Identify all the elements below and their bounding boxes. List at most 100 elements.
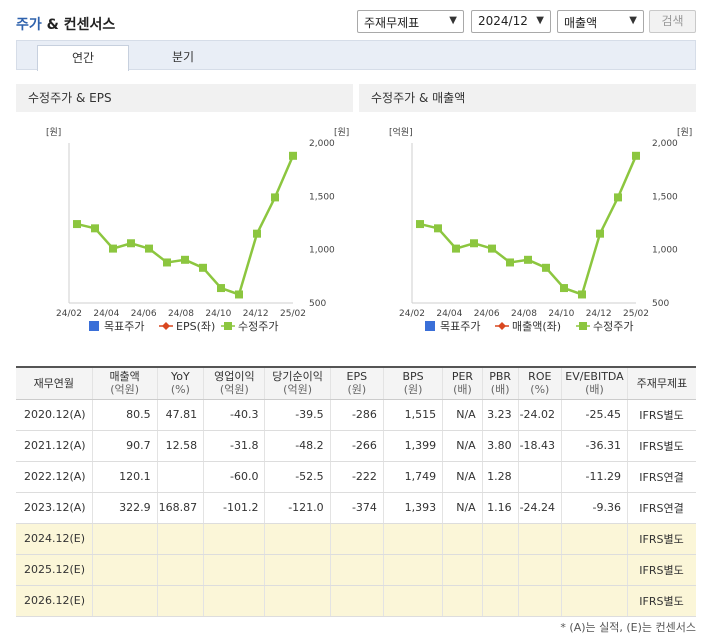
table-cell: -39.5 <box>264 399 331 431</box>
table-cell <box>203 554 265 586</box>
table-row: 2020.12(A) 80.5 47.81 -40.3 -39.5 -286 1,515 N/… <box>16 399 696 431</box>
search-button[interactable]: 검색 <box>649 10 696 33</box>
table-row: 2023.12(A) 322.9 168.87 -101.2 -121.0 -374 1,3… <box>16 492 696 524</box>
data-point <box>91 224 99 233</box>
table-row: 2021.12(A) 90.7 12.58 -31.8 -48.2 -266 1,399 N/… <box>16 430 696 462</box>
table-cell <box>481 554 519 586</box>
table-cell: 2021.12(A) <box>16 430 93 462</box>
x-tick-label: 25/02 <box>623 309 649 319</box>
table-cell: -52.5 <box>264 461 331 493</box>
column-header-unit: (배) <box>453 383 472 397</box>
table-cell <box>156 461 204 493</box>
data-point <box>524 255 532 264</box>
table-cell <box>382 554 443 586</box>
chart-left-title: 수정주가 & EPS <box>16 84 353 112</box>
table-cell: 3.23 <box>481 399 519 431</box>
table-cell: 12.58 <box>156 430 204 462</box>
table-cell: N/A <box>442 399 483 431</box>
data-point <box>145 244 153 253</box>
table-cell: -40.3 <box>203 399 265 431</box>
data-point <box>217 284 225 293</box>
y-tick-label: 2,000 <box>309 139 335 149</box>
column-header-unit: (억원) <box>283 383 312 397</box>
y-tick-label: 1,500 <box>652 192 678 202</box>
table-cell <box>329 585 384 617</box>
column-header-unit: (원) <box>347 383 367 397</box>
column-header: BPS (원) <box>382 366 443 400</box>
table-cell: -101.2 <box>203 492 265 524</box>
table-cell: 1,399 <box>382 430 443 462</box>
tab-annual[interactable]: 연간 <box>37 45 129 71</box>
x-tick-label: 24/08 <box>511 309 537 319</box>
table-cell: N/A <box>442 461 483 493</box>
data-point <box>578 290 586 299</box>
table-cell: 1.28 <box>481 461 519 493</box>
table-cell: 168.87 <box>156 492 204 524</box>
legend-price-label: 수정주가 <box>593 320 633 333</box>
column-header: ROE (%) <box>517 366 562 400</box>
table-cell: IFRS별도 <box>626 554 696 586</box>
column-header: 매출액 (억원) <box>91 366 158 400</box>
table-cell <box>481 585 519 617</box>
table-cell: -24.24 <box>517 492 562 524</box>
table-cell <box>329 554 384 586</box>
table-cell <box>156 523 204 555</box>
legend-eps-label: EPS(좌) <box>176 320 215 333</box>
period-value: 2024/12 <box>478 14 528 28</box>
table-cell: IFRS별도 <box>626 585 696 617</box>
y-tick-label: 1,500 <box>309 192 335 202</box>
column-header-label: BPS <box>402 370 424 384</box>
table-cell <box>156 585 204 617</box>
data-point <box>632 151 640 160</box>
legend-target-label: 목표주가 <box>104 320 144 333</box>
column-header: YoY (%) <box>156 366 204 400</box>
table-cell: -25.45 <box>561 399 628 431</box>
x-tick-label: 24/08 <box>168 309 194 319</box>
y-tick-label: 500 <box>309 299 326 309</box>
data-point <box>596 229 604 238</box>
table-cell <box>561 585 628 617</box>
table-cell: IFRS연결 <box>626 492 696 524</box>
table-cell <box>264 554 331 586</box>
data-point <box>73 220 81 229</box>
table-cell: 1,393 <box>382 492 443 524</box>
chevron-down-icon: ▼ <box>536 15 544 26</box>
tab-quarterly[interactable]: 분기 <box>171 50 195 64</box>
column-header: 당기순이익 (억원) <box>264 366 331 400</box>
table-cell: -121.0 <box>264 492 331 524</box>
column-header-unit: (억원) <box>219 383 249 397</box>
column-header-label: 재무연월 <box>33 376 75 390</box>
column-header: PER (배) <box>442 366 483 400</box>
column-header-label: 주재무제표 <box>636 376 688 390</box>
data-point <box>163 258 171 267</box>
column-header: EPS (원) <box>329 366 384 400</box>
column-header: PBR (배) <box>481 366 519 400</box>
table-cell <box>481 523 519 555</box>
y-tick-label: 1,000 <box>652 246 678 256</box>
table-cell: IFRS연결 <box>626 461 696 493</box>
data-point <box>127 239 135 248</box>
table-cell: 322.9 <box>91 492 158 524</box>
x-tick-label: 24/12 <box>586 309 612 319</box>
page-title-main: 주가 <box>16 17 42 33</box>
data-point <box>434 224 442 233</box>
legend-price-marker <box>579 322 587 330</box>
table-cell: -60.0 <box>203 461 265 493</box>
report-type-select[interactable]: 주재무제표 ▼ <box>357 10 464 33</box>
legend-target-label: 목표주가 <box>440 320 480 333</box>
period-select[interactable]: 2024/12 ▼ <box>471 10 551 33</box>
chart-right-title: 수정주가 & 매출액 <box>359 84 696 112</box>
table-cell <box>91 585 158 617</box>
table-cell <box>203 523 265 555</box>
metric-select[interactable]: 매출액 ▼ <box>557 10 644 33</box>
x-tick-label: 24/06 <box>474 309 500 319</box>
right-axis-unit: [원] <box>677 127 692 138</box>
legend-price-label: 수정주가 <box>238 320 278 333</box>
table-row: 2022.12(A) 120.1 -60.0 -52.5 -222 1,749 N/A 1.2… <box>16 461 696 493</box>
table-cell <box>442 585 483 617</box>
table-cell: 1.16 <box>481 492 519 524</box>
table-header-row: 재무연월 매출액 (억원) YoY (%) 영업이익 (억원) 당기순이익 (억원) EPS (원)… <box>16 366 696 400</box>
chevron-down-icon: ▼ <box>629 15 637 26</box>
table-cell <box>517 585 562 617</box>
data-point <box>488 244 496 253</box>
